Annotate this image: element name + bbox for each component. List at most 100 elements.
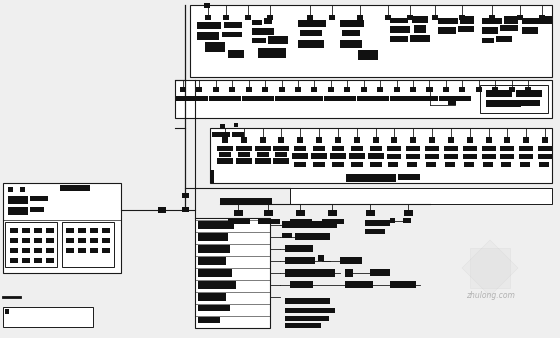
Bar bbox=[3, 183, 121, 273]
Bar bbox=[459, 15, 465, 20]
Bar bbox=[282, 233, 292, 238]
Bar bbox=[34, 228, 42, 233]
Bar bbox=[22, 228, 30, 233]
Bar bbox=[8, 207, 28, 215]
Bar bbox=[445, 162, 455, 167]
Bar bbox=[426, 162, 436, 167]
Bar bbox=[34, 258, 42, 263]
Bar bbox=[78, 238, 86, 243]
Bar bbox=[390, 26, 410, 33]
Bar bbox=[258, 96, 274, 101]
Bar bbox=[432, 15, 438, 20]
Bar bbox=[241, 137, 247, 143]
Bar bbox=[466, 137, 473, 143]
Bar bbox=[422, 96, 438, 101]
Bar bbox=[195, 218, 270, 328]
Bar bbox=[291, 96, 307, 101]
Bar bbox=[295, 87, 301, 92]
Bar bbox=[324, 96, 340, 101]
Bar bbox=[90, 248, 98, 253]
Bar bbox=[198, 293, 226, 301]
Bar bbox=[404, 210, 413, 216]
Bar bbox=[198, 245, 230, 253]
Bar bbox=[297, 137, 304, 143]
Bar bbox=[330, 153, 346, 159]
Bar bbox=[340, 20, 364, 27]
Bar bbox=[438, 27, 456, 34]
Bar bbox=[522, 27, 538, 34]
Bar bbox=[489, 15, 495, 20]
Bar bbox=[538, 154, 552, 159]
Bar bbox=[313, 162, 325, 167]
Bar bbox=[444, 154, 458, 159]
Bar bbox=[102, 228, 110, 233]
Bar bbox=[298, 40, 324, 48]
Bar bbox=[5, 309, 9, 314]
Bar bbox=[385, 15, 391, 20]
Bar bbox=[426, 87, 432, 92]
Bar bbox=[389, 162, 398, 167]
Bar bbox=[285, 269, 335, 277]
Bar bbox=[370, 269, 390, 276]
Bar bbox=[463, 146, 477, 151]
Bar bbox=[482, 154, 496, 159]
Bar bbox=[290, 219, 312, 224]
Bar bbox=[205, 42, 225, 52]
Bar bbox=[482, 27, 498, 34]
Bar bbox=[46, 228, 54, 233]
Bar bbox=[428, 87, 433, 92]
Bar bbox=[236, 158, 252, 164]
Bar bbox=[516, 90, 542, 97]
Bar bbox=[234, 123, 238, 127]
Bar bbox=[340, 40, 362, 48]
Bar bbox=[245, 15, 251, 20]
Bar bbox=[10, 228, 18, 233]
Bar bbox=[398, 174, 420, 180]
Bar bbox=[458, 26, 474, 32]
Bar bbox=[285, 323, 321, 328]
Bar bbox=[197, 22, 221, 29]
Bar bbox=[278, 137, 284, 143]
Bar bbox=[66, 228, 74, 233]
Bar bbox=[220, 198, 272, 205]
Bar bbox=[318, 255, 324, 261]
Bar bbox=[224, 22, 242, 28]
Bar bbox=[328, 210, 337, 216]
Bar bbox=[464, 162, 474, 167]
Bar bbox=[295, 162, 306, 167]
Bar bbox=[372, 137, 379, 143]
Bar bbox=[520, 162, 530, 167]
Bar bbox=[538, 146, 552, 151]
Bar bbox=[390, 36, 408, 42]
Bar bbox=[264, 210, 273, 216]
Bar bbox=[46, 248, 54, 253]
Bar bbox=[217, 146, 233, 151]
Bar bbox=[238, 152, 250, 157]
Bar bbox=[205, 15, 211, 20]
Bar bbox=[258, 219, 280, 224]
Bar bbox=[278, 87, 284, 92]
Bar bbox=[22, 238, 30, 243]
Bar bbox=[292, 153, 309, 159]
Bar bbox=[412, 16, 428, 23]
Bar bbox=[322, 219, 344, 224]
Bar bbox=[540, 16, 552, 24]
Bar bbox=[357, 15, 363, 20]
Bar bbox=[390, 281, 416, 288]
Bar bbox=[311, 153, 327, 159]
Bar bbox=[225, 96, 241, 101]
Bar bbox=[90, 228, 98, 233]
Bar bbox=[448, 97, 456, 105]
Bar bbox=[307, 15, 313, 20]
Bar bbox=[60, 185, 90, 191]
Bar bbox=[46, 238, 54, 243]
Bar bbox=[66, 248, 74, 253]
Bar bbox=[180, 87, 186, 92]
Bar bbox=[425, 154, 439, 159]
Bar bbox=[525, 87, 531, 92]
Bar bbox=[285, 257, 315, 264]
Bar bbox=[410, 137, 416, 143]
Bar bbox=[290, 281, 308, 288]
Bar bbox=[252, 28, 274, 35]
Bar bbox=[407, 15, 413, 20]
